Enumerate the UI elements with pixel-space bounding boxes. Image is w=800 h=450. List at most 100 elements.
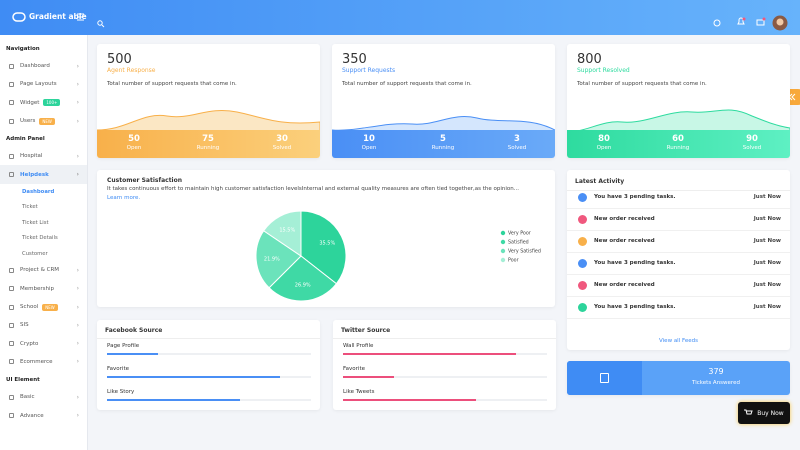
stat-item-label: Running <box>196 145 220 151</box>
stat-description: Total number of support requests that co… <box>577 81 707 87</box>
nav-icon <box>9 118 14 124</box>
nav-label: Basic <box>20 394 35 401</box>
stat-item: 80 Open <box>567 134 641 151</box>
sub-label: Ticket Details <box>22 235 58 242</box>
nav-label: Ecommerce <box>20 358 53 365</box>
source-label: Favorite <box>107 366 129 372</box>
stat-item: 5 Running <box>406 134 480 151</box>
nav-item[interactable]: Project & CRM › <box>0 261 87 279</box>
nav-icon <box>9 341 14 347</box>
menu-toggle[interactable] <box>77 13 85 21</box>
activity-icon <box>578 215 587 224</box>
sub-item[interactable]: Dashboard <box>0 184 87 200</box>
nav-icon <box>9 322 14 328</box>
progress-bar <box>107 399 240 401</box>
progress-bar <box>107 353 158 355</box>
slice-label: 15.5% <box>279 228 295 234</box>
nav-item[interactable]: Users NEW › <box>0 112 87 130</box>
nav-item[interactable]: Ecommerce › <box>0 353 87 371</box>
sub-item[interactable]: Ticket Details <box>0 230 87 246</box>
divider <box>567 230 790 231</box>
progress-bar <box>107 376 281 378</box>
nav-item[interactable]: Basic › <box>0 388 87 406</box>
slice-label: 26.9% <box>295 283 311 289</box>
stat-item-value: 3 <box>514 134 520 144</box>
stat-card: 350 Support Requests Total number of suppo… <box>332 44 555 158</box>
stat-strip: 80 Open 60 Running 90 Solved <box>567 130 790 158</box>
nav-label: Widget <box>20 99 40 106</box>
nav-item[interactable]: Widget 100+ › <box>0 94 87 112</box>
nav-item[interactable]: Membership › <box>0 280 87 298</box>
learn-more-link[interactable]: Learn more. <box>107 195 141 201</box>
tickets-icon <box>600 373 609 383</box>
nav-item[interactable]: School NEW › <box>0 298 87 316</box>
stat-label: Support Requests <box>342 67 396 74</box>
nav-arrow: › <box>76 99 79 107</box>
nav-arrow: › <box>76 266 79 274</box>
nav-item[interactable]: SIS › <box>0 316 87 334</box>
activity-time: Just Now <box>753 304 781 310</box>
pie-slice <box>255 230 302 289</box>
legend-label: Very Poor <box>508 231 531 237</box>
nav-arrow: › <box>76 117 79 125</box>
mail-icon[interactable] <box>756 17 766 27</box>
legend-swatch <box>500 239 506 245</box>
nav-icon <box>9 63 14 69</box>
divider <box>567 274 790 275</box>
nav-arrow: › <box>76 393 79 401</box>
stat-item: 90 Solved <box>715 134 789 151</box>
card-title: Customer Satisfaction <box>107 177 183 184</box>
activity-icon <box>578 281 587 290</box>
view-all-link[interactable]: View all Feeds <box>659 338 698 344</box>
nav-icon <box>9 267 14 273</box>
slice-label: 35.5% <box>319 241 335 247</box>
nav-arrow: › <box>76 303 79 311</box>
activity-time: Just Now <box>753 282 781 288</box>
satisfaction-card: Customer Satisfaction It takes continuous… <box>97 170 555 307</box>
stat-item: 10 Open <box>332 134 406 151</box>
nav-item[interactable]: Helpdesk › <box>0 165 87 184</box>
nav-item[interactable]: Advance › <box>0 406 87 424</box>
logo <box>12 12 26 22</box>
stat-card: 500 Agent Response Total number of support… <box>97 44 320 158</box>
nav-item[interactable]: Dashboard › <box>0 57 87 75</box>
stat-item-value: 5 <box>440 134 446 144</box>
sub-item[interactable]: Ticket <box>0 199 87 215</box>
stat-value: 500 <box>107 52 132 67</box>
activity-time: Just Now <box>753 238 781 244</box>
card-title: Latest Activity <box>575 178 625 185</box>
avatar[interactable] <box>772 15 788 31</box>
nav-item[interactable]: Page Layouts › <box>0 75 87 93</box>
divider <box>567 252 790 253</box>
sub-label: Ticket <box>22 204 38 211</box>
stat-item: 3 Solved <box>480 134 554 151</box>
stat-item: 30 Solved <box>245 134 319 151</box>
activity-text: You have 3 pending tasks. <box>594 194 676 200</box>
search-icon[interactable] <box>97 20 105 28</box>
stat-value: 800 <box>577 52 602 67</box>
divider <box>333 338 556 339</box>
pie-slice <box>263 210 302 257</box>
nav-icon <box>9 100 14 106</box>
sub-item[interactable]: Ticket List <box>0 215 87 231</box>
nav-item[interactable]: Crypto › <box>0 334 87 352</box>
legend-label: Poor <box>508 258 519 264</box>
buy-now-button[interactable]: Buy Now <box>738 402 790 424</box>
nav-icon <box>9 172 14 178</box>
legend-label: Very Satisfied <box>508 249 541 255</box>
nav-icon <box>9 394 14 400</box>
stat-strip: 10 Open 5 Running 3 Solved <box>332 130 555 158</box>
stat-item-label: Solved <box>507 145 527 151</box>
nav-item[interactable]: Hospital › <box>0 147 87 165</box>
legend-swatch <box>500 230 506 236</box>
stat-item-value: 60 <box>672 134 684 144</box>
bell-icon[interactable] <box>736 17 746 27</box>
globe-icon[interactable] <box>713 19 721 27</box>
activity-time: Just Now <box>753 194 781 200</box>
activity-icon <box>578 259 587 268</box>
sub-item[interactable]: Customer <box>0 246 87 262</box>
card-title: Facebook Source <box>105 327 163 334</box>
nav-arrow: › <box>76 152 79 160</box>
tickets-card: 379 Tickets Answered <box>567 361 790 395</box>
